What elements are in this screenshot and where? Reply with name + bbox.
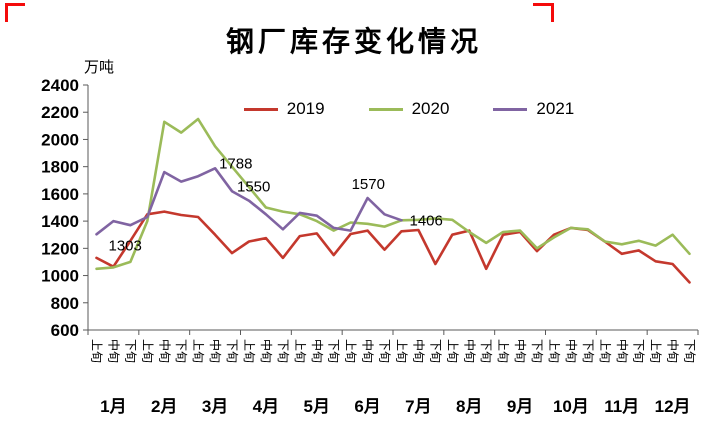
legend-item-2019: 2019 <box>243 99 325 119</box>
x-axis-period-label: 下旬 <box>632 339 646 363</box>
x-axis-period-label: 下旬 <box>378 339 392 363</box>
x-axis-period-label: 上旬 <box>191 339 205 363</box>
series-line-2020 <box>95 117 691 271</box>
x-axis-period-label: 上旬 <box>394 339 408 363</box>
x-axis-month-label: 3月 <box>202 397 228 416</box>
legend-item-2020: 2020 <box>368 99 450 119</box>
x-axis-period-label: 上旬 <box>445 339 459 363</box>
x-axis-period-label: 下旬 <box>174 339 188 363</box>
x-axis-period-label: 上旬 <box>140 339 154 363</box>
x-axis-period-label: 下旬 <box>276 339 290 363</box>
x-axis-period-label: 上旬 <box>242 339 256 363</box>
x-axis-month-label: 4月 <box>253 397 279 416</box>
x-axis-period-label: 下旬 <box>123 339 137 363</box>
x-axis-period-label: 下旬 <box>479 339 493 363</box>
chart-title: 钢厂库存变化情况 <box>225 26 482 57</box>
x-axis-period-label: 下旬 <box>327 339 341 363</box>
x-axis-month-label: 1月 <box>100 397 126 416</box>
x-axis-month-label: 6月 <box>354 397 380 416</box>
x-axis-period-label: 上旬 <box>649 339 663 363</box>
x-axis-period-label: 上旬 <box>344 339 358 363</box>
legend-label: 2020 <box>411 99 450 118</box>
legend: 2019 2020 2021 <box>104 99 708 119</box>
x-axis-period-label: 中旬 <box>361 339 376 363</box>
legend-swatch-2021 <box>493 107 528 111</box>
legend-swatch-2020 <box>368 107 403 111</box>
x-axis-month-label: 8月 <box>456 397 482 416</box>
x-axis-month-label: 7月 <box>405 397 431 416</box>
x-axis-period-label: 上旬 <box>89 339 103 363</box>
legend-swatch-2019 <box>243 107 278 111</box>
y-axis-tick-label: 600 <box>51 321 79 340</box>
y-axis-tick-label: 1400 <box>41 212 79 231</box>
x-axis-period-label: 中旬 <box>462 339 477 363</box>
y-axis-tick-label: 2400 <box>41 76 79 95</box>
x-axis-period-label: 中旬 <box>259 339 274 363</box>
x-axis-month-label: 9月 <box>507 397 533 416</box>
x-axis-month-label: 11月 <box>604 397 639 416</box>
x-axis-period-label: 上旬 <box>598 339 612 363</box>
y-axis-tick-label: 2000 <box>41 130 79 149</box>
red-corner-mark-left <box>5 3 25 22</box>
x-axis-period-label: 下旬 <box>683 339 697 363</box>
legend-label: 2021 <box>536 99 575 118</box>
legend-item-2021: 2021 <box>493 99 574 119</box>
x-axis-period-label: 中旬 <box>157 339 172 363</box>
x-axis-period-label: 中旬 <box>106 339 121 363</box>
x-axis-month-label: 10月 <box>553 397 589 416</box>
red-corner-mark-right <box>533 3 554 22</box>
y-axis-tick-label: 1800 <box>41 158 79 177</box>
y-axis-tick-label: 1600 <box>41 185 79 204</box>
x-axis-period-label: 下旬 <box>581 339 595 363</box>
y-axis-tick-label: 2200 <box>41 103 79 122</box>
y-axis-tick-label: 800 <box>51 294 79 313</box>
x-axis-month-label: 5月 <box>304 397 330 416</box>
x-axis-month-label: 2月 <box>151 397 177 416</box>
data-label: 1788 <box>219 155 252 172</box>
data-label: 1550 <box>237 179 270 196</box>
x-axis-period-label: 中旬 <box>666 339 681 363</box>
data-label: 1303 <box>109 237 142 254</box>
y-axis-unit-label: 万吨 <box>84 59 115 76</box>
x-axis-period-label: 中旬 <box>564 339 579 363</box>
x-axis-period-label: 中旬 <box>615 339 630 363</box>
x-axis-period-label: 中旬 <box>411 339 426 363</box>
data-label: 1570 <box>352 176 385 193</box>
data-label: 1406 <box>410 212 443 229</box>
x-axis-period-label: 中旬 <box>513 339 528 363</box>
x-axis-period-label: 中旬 <box>208 339 223 363</box>
legend-label: 2019 <box>286 99 325 118</box>
x-axis-period-label: 上旬 <box>547 339 561 363</box>
x-axis-period-label: 下旬 <box>225 339 239 363</box>
x-axis-period-label: 上旬 <box>496 339 510 363</box>
y-axis-tick-label: 1000 <box>41 267 79 286</box>
x-axis-period-label: 下旬 <box>530 339 544 363</box>
x-axis-period-label: 下旬 <box>428 339 442 363</box>
series-line-2021 <box>95 167 403 236</box>
x-axis-period-label: 上旬 <box>293 339 307 363</box>
x-axis-month-label: 12月 <box>655 397 691 416</box>
y-axis-tick-label: 1200 <box>41 239 79 258</box>
x-axis-period-label: 中旬 <box>310 339 325 363</box>
